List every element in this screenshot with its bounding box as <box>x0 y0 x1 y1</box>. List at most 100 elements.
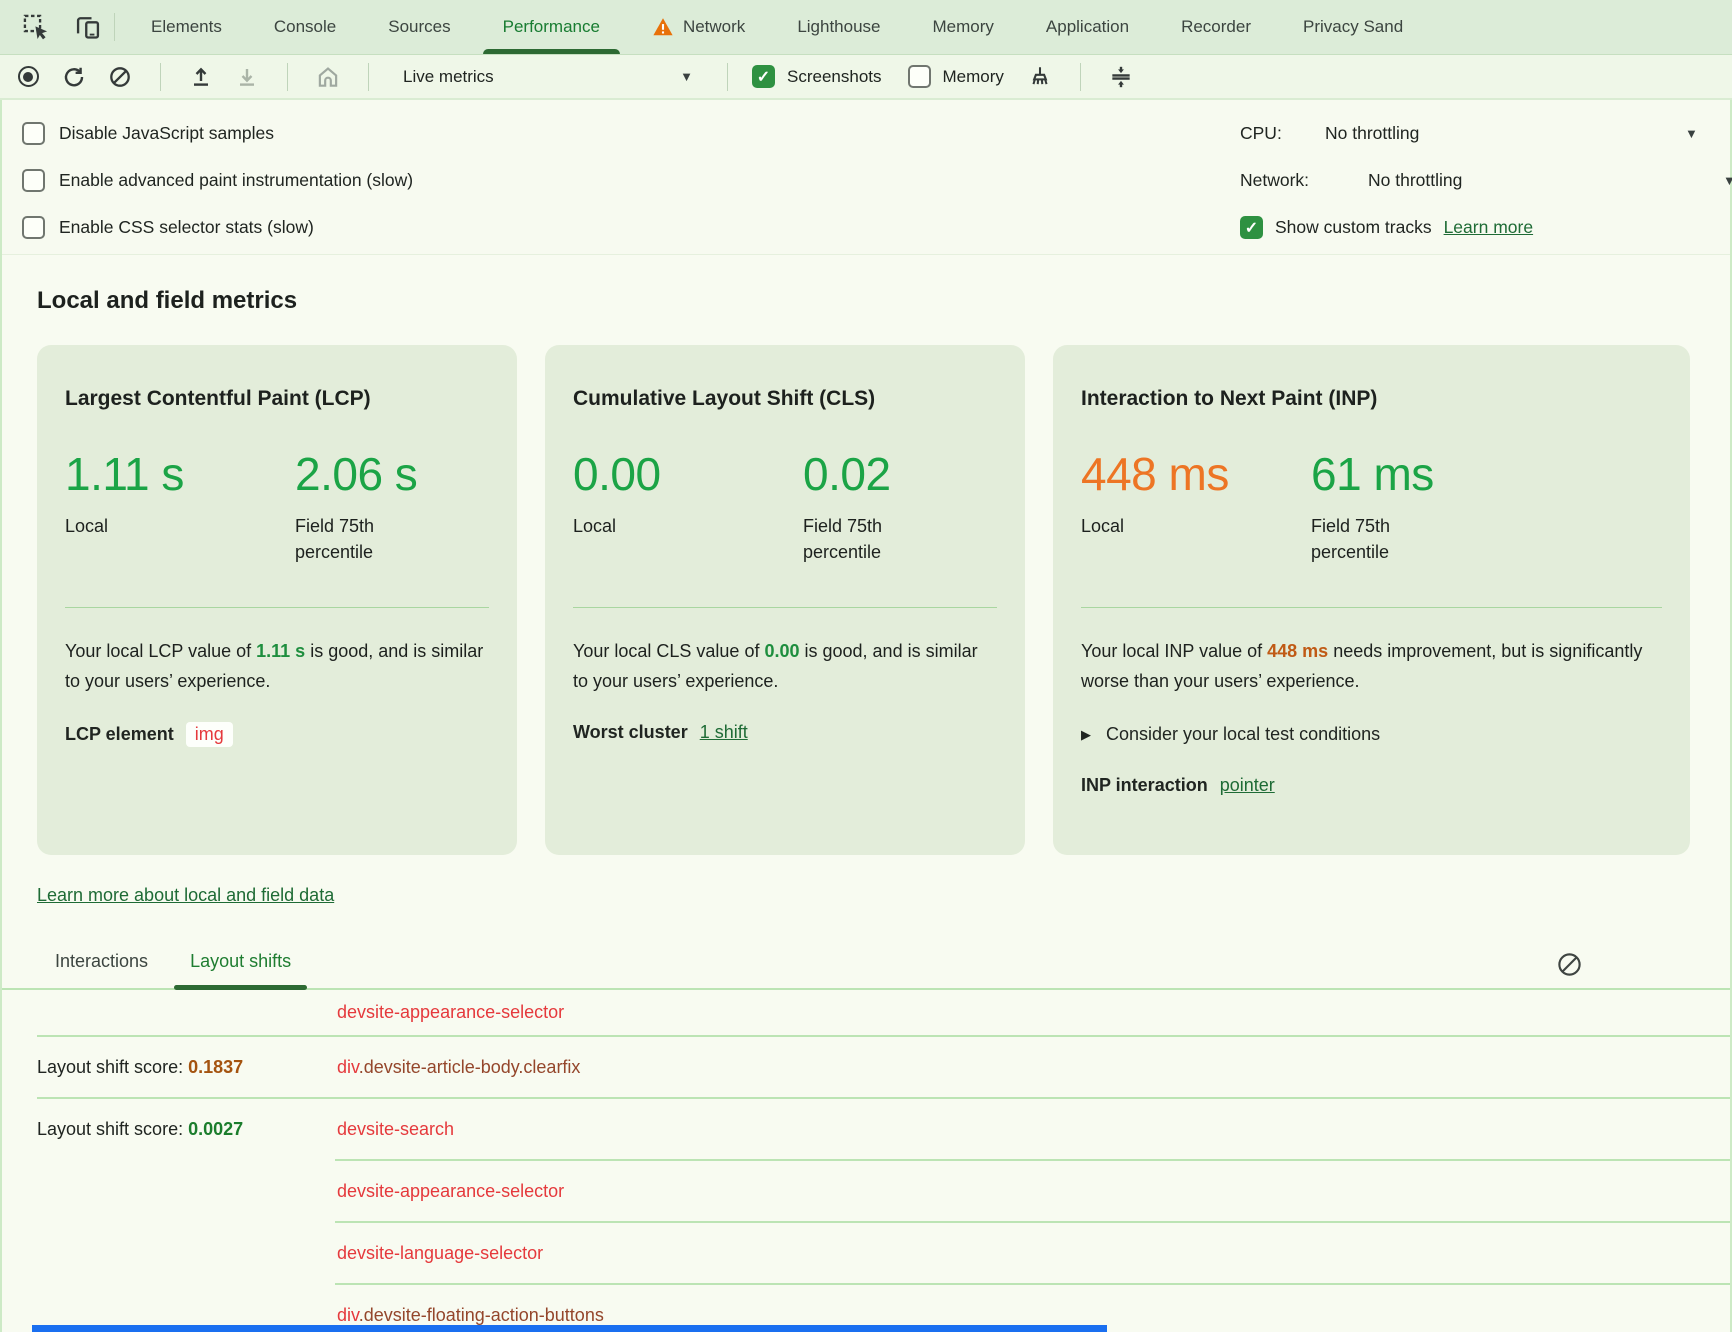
shift-element-link[interactable]: div <box>337 1304 359 1325</box>
tab-performance[interactable]: Performance <box>477 0 626 54</box>
device-toolbar-icon[interactable] <box>72 11 104 43</box>
clear-log-button[interactable] <box>1553 948 1585 980</box>
inp-field-value: 61 ms <box>1311 448 1434 500</box>
gc-button[interactable] <box>1024 61 1056 93</box>
cpu-throttling-select[interactable]: CPU: No throttling ▼ <box>1240 110 1728 157</box>
tab-application[interactable]: Application <box>1020 0 1155 54</box>
shift-element-link[interactable]: devsite-appearance-selector <box>337 1180 565 1201</box>
show-custom-tracks-checkbox[interactable]: ✓ <box>1240 216 1263 239</box>
layout-shift-row: Layout shift score: 0.1837 div.devsite-a… <box>37 1037 1730 1097</box>
tab-label: Recorder <box>1181 17 1251 36</box>
live-metrics-view: Local and field metrics Largest Contentf… <box>2 287 1730 906</box>
css-selector-stats-label[interactable]: Enable CSS selector stats (slow) <box>59 217 314 237</box>
chevron-down-icon: ▼ <box>1723 173 1732 188</box>
advanced-paint-row: Enable advanced paint instrumentation (s… <box>22 157 1730 204</box>
download-icon <box>240 68 254 86</box>
disable-js-samples-checkbox[interactable] <box>22 122 45 145</box>
devtools-tabbar: Elements Console Sources Performance Net… <box>0 0 1732 55</box>
inp-interaction-link[interactable]: pointer <box>1219 775 1275 795</box>
tab-label: Network <box>682 17 746 36</box>
reload-and-record-button[interactable] <box>58 61 90 93</box>
tab-privacy-sandbox[interactable]: Privacy Sand <box>1277 0 1429 54</box>
shortcuts-dialog-button[interactable] <box>1105 61 1137 93</box>
lcp-inline-value: 1.11 s <box>256 641 306 661</box>
record-icon <box>17 66 39 87</box>
inspect-element-icon[interactable] <box>20 11 52 43</box>
tab-console[interactable]: Console <box>248 0 362 54</box>
tab-recorder[interactable]: Recorder <box>1155 0 1277 54</box>
show-custom-tracks-label[interactable]: Show custom tracks <box>1275 217 1432 237</box>
tab-label: Elements <box>151 17 222 36</box>
custom-tracks-row: ✓ Show custom tracks Learn more <box>1240 204 1728 251</box>
row-divider <box>335 1221 1730 1223</box>
cls-local-value: 0.00 <box>573 448 661 500</box>
tab-label: Lighthouse <box>797 17 881 36</box>
tab-label: Performance <box>502 17 600 36</box>
log-tab-layout-shifts[interactable]: Layout shifts <box>174 951 308 990</box>
shift-element-link[interactable]: devsite-search <box>337 1118 455 1139</box>
tab-network[interactable]: Network <box>626 0 771 54</box>
tab-label: Application <box>1045 17 1130 36</box>
css-selector-stats-row: Enable CSS selector stats (slow) <box>22 204 1730 251</box>
card-divider <box>1081 607 1662 608</box>
local-test-conditions-label: Consider your local test conditions <box>1106 724 1381 744</box>
cls-field-value: 0.02 <box>803 448 891 500</box>
inp-inline-value: 448 ms <box>1267 641 1329 661</box>
save-profile-button[interactable] <box>231 61 263 93</box>
chevron-down-icon: ▼ <box>1685 126 1698 141</box>
home-button[interactable] <box>312 61 344 93</box>
local-test-conditions-disclosure[interactable]: ▶ Consider your local test conditions <box>1081 724 1662 745</box>
custom-tracks-learn-more-link[interactable]: Learn more <box>1443 217 1534 237</box>
network-throttling-select[interactable]: Network: No throttling ▼ <box>1240 157 1732 204</box>
focus-indicator-bar <box>32 1325 1107 1332</box>
lcp-description: Your local LCP value of 1.11 s is good, … <box>65 641 484 691</box>
toolbar-divider <box>727 62 728 91</box>
tab-sources[interactable]: Sources <box>362 0 476 54</box>
lcp-element-label: LCP element <box>65 724 174 744</box>
history-dropdown[interactable]: Live metrics ▼ <box>393 67 703 87</box>
shift-element-classes[interactable]: .devsite-article-body.clearfix <box>358 1056 581 1077</box>
local-field-data-learn-more-link[interactable]: Learn more about local and field data <box>37 885 335 905</box>
tab-memory[interactable]: Memory <box>907 0 1020 54</box>
shift-element-link[interactable]: devsite-appearance-selector <box>337 1002 565 1022</box>
screenshots-checkbox[interactable]: ✓ <box>752 65 775 88</box>
advanced-paint-label[interactable]: Enable advanced paint instrumentation (s… <box>59 170 414 190</box>
reload-icon <box>64 67 84 86</box>
tab-lighthouse[interactable]: Lighthouse <box>771 0 906 54</box>
screenshots-label[interactable]: Screenshots <box>787 66 882 86</box>
disable-js-samples-label[interactable]: Disable JavaScript samples <box>59 123 274 143</box>
memory-label[interactable]: Memory <box>942 66 1004 86</box>
row-divider <box>335 1159 1730 1161</box>
memory-checkbox[interactable] <box>907 65 931 88</box>
log-tab-interactions[interactable]: Interactions <box>55 951 149 971</box>
clear-button[interactable] <box>104 61 136 93</box>
load-profile-button[interactable] <box>185 61 217 93</box>
card-divider <box>65 607 489 608</box>
tab-label: Memory <box>932 17 994 36</box>
shift-score-value: 0.0027 <box>188 1118 244 1139</box>
tab-label: Console <box>273 17 337 36</box>
lcp-local-value: 1.11 s <box>65 448 184 500</box>
cleanup-broom-icon <box>1032 66 1048 84</box>
lcp-field-value: 2.06 s <box>295 448 418 500</box>
worst-cluster-link[interactable]: 1 shift <box>699 722 748 742</box>
shift-element-link[interactable]: devsite-language-selector <box>337 1242 544 1263</box>
tab-label: Privacy Sand <box>1303 17 1404 36</box>
tab-elements[interactable]: Elements <box>125 0 248 54</box>
disable-js-samples-row: Disable JavaScript samples <box>22 110 1730 157</box>
collapse-icon <box>1112 66 1130 87</box>
record-button[interactable] <box>12 61 44 93</box>
inp-local-label: Local <box>1081 516 1125 536</box>
shift-element-link[interactable]: div <box>337 1056 359 1077</box>
inp-field-label: Field 75th percentile <box>1311 516 1391 562</box>
layout-shift-row: devsite-language-selector <box>37 1223 1730 1283</box>
css-selector-stats-checkbox[interactable] <box>22 216 45 239</box>
cls-field-label: Field 75th percentile <box>803 516 883 562</box>
network-value: No throttling <box>1368 170 1463 190</box>
shift-element-classes[interactable]: .devsite-floating-action-buttons <box>358 1304 604 1325</box>
row-divider <box>37 1035 1730 1037</box>
cls-local-label: Local <box>573 516 617 536</box>
inp-card: Interaction to Next Paint (INP) 448 ms L… <box>1053 345 1690 855</box>
advanced-paint-checkbox[interactable] <box>22 169 45 192</box>
lcp-element-link[interactable]: img <box>185 722 233 747</box>
